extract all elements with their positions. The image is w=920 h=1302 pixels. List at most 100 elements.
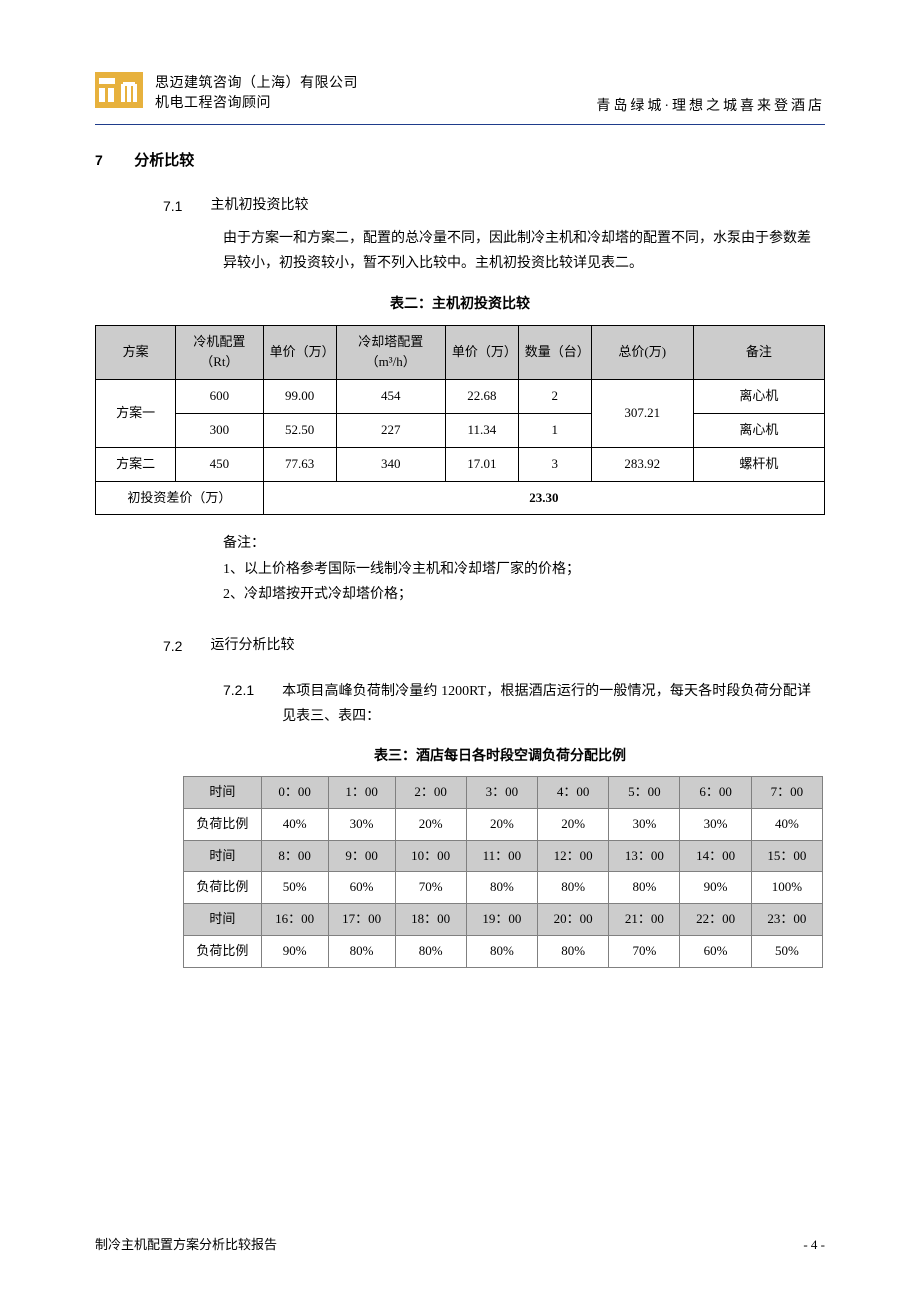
page-header: 思迈建筑咨询（上海）有限公司 机电工程咨询顾问 青岛绿城·理想之城喜来登酒店 xyxy=(95,72,825,118)
cell: 52.50 xyxy=(263,413,336,447)
load-cell: 40% xyxy=(751,808,822,840)
load-cell: 80% xyxy=(538,936,609,968)
time-cell: 20：00 xyxy=(538,904,609,936)
time-cell: 1：00 xyxy=(328,777,395,809)
time-cell: 6：00 xyxy=(680,777,751,809)
footer-right: - 4 - xyxy=(803,1235,825,1256)
time-cell: 23：00 xyxy=(751,904,822,936)
load-cell: 90% xyxy=(680,872,751,904)
col-tunit: 单价（万） xyxy=(445,325,518,380)
table3-caption: 表三：酒店每日各时段空调负荷分配比例 xyxy=(175,746,825,768)
notes-head: 备注： xyxy=(223,531,811,556)
table2-notes: 备注： 1、以上价格参考国际一线制冷主机和冷却塔厂家的价格； 2、冷却塔按开式冷… xyxy=(223,531,811,607)
table2-header-row: 方案 冷机配置（Rt） 单价（万） 冷却塔配置（m³/h） 单价（万） 数量（台… xyxy=(96,325,825,380)
cell: 300 xyxy=(176,413,263,447)
cell: 600 xyxy=(176,380,263,414)
time-cell: 14：00 xyxy=(680,840,751,872)
page-footer: 制冷主机配置方案分析比较报告 - 4 - xyxy=(95,1235,825,1256)
load-cell: 30% xyxy=(328,808,395,840)
load-cell: 100% xyxy=(751,872,822,904)
table3-time-row: 时间0：001：002：003：004：005：006：007：00 xyxy=(184,777,823,809)
table2-row-plan2: 方案二 450 77.63 340 17.01 3 283.92 螺杆机 xyxy=(96,447,825,481)
subsection-7-2-heading: 7.2 运行分析比较 xyxy=(163,635,825,657)
load-cell: 20% xyxy=(395,808,466,840)
cell: 450 xyxy=(176,447,263,481)
load-cell: 80% xyxy=(328,936,395,968)
load-cell: 80% xyxy=(609,872,680,904)
project-name: 青岛绿城·理想之城喜来登酒店 xyxy=(596,96,825,118)
table2-row-plan1a: 方案一 600 99.00 454 22.68 2 307.21 离心机 xyxy=(96,380,825,414)
row-label-load: 负荷比例 xyxy=(184,872,262,904)
cell: 离心机 xyxy=(693,413,824,447)
cell: 1 xyxy=(518,413,591,447)
table3-load-row: 负荷比例50%60%70%80%80%80%90%100% xyxy=(184,872,823,904)
cell: 99.00 xyxy=(263,380,336,414)
time-cell: 16：00 xyxy=(261,904,328,936)
subsection-number: 7.2 xyxy=(163,635,182,657)
cell: 283.92 xyxy=(591,447,693,481)
load-cell: 20% xyxy=(538,808,609,840)
col-tower: 冷却塔配置（m³/h） xyxy=(336,325,445,380)
col-qty: 数量（台） xyxy=(518,325,591,380)
table2: 方案 冷机配置（Rt） 单价（万） 冷却塔配置（m³/h） 单价（万） 数量（台… xyxy=(95,325,825,516)
subsection-title: 主机初投资比较 xyxy=(210,195,308,217)
load-cell: 70% xyxy=(395,872,466,904)
cell: 77.63 xyxy=(263,447,336,481)
time-cell: 9：00 xyxy=(328,840,395,872)
cell: 340 xyxy=(336,447,445,481)
load-cell: 50% xyxy=(751,936,822,968)
time-cell: 0：00 xyxy=(261,777,328,809)
col-plan: 方案 xyxy=(96,325,176,380)
row-label-load: 负荷比例 xyxy=(184,808,262,840)
time-cell: 12：00 xyxy=(538,840,609,872)
cell: 离心机 xyxy=(693,380,824,414)
time-cell: 4：00 xyxy=(538,777,609,809)
subsection-7-1-body: 由于方案一和方案二，配置的总冷量不同，因此制冷主机和冷却塔的配置不同，水泵由于参… xyxy=(223,226,811,276)
load-cell: 60% xyxy=(328,872,395,904)
load-cell: 40% xyxy=(261,808,328,840)
footer-left: 制冷主机配置方案分析比较报告 xyxy=(95,1235,277,1256)
row-label-time: 时间 xyxy=(184,904,262,936)
subsubsection-number: 7.2.1 xyxy=(223,679,254,729)
load-cell: 80% xyxy=(395,936,466,968)
company-line-1: 思迈建筑咨询（上海）有限公司 xyxy=(155,74,358,94)
cell-diff-value: 23.30 xyxy=(263,481,824,515)
cell: 22.68 xyxy=(445,380,518,414)
row-label-load: 负荷比例 xyxy=(184,936,262,968)
time-cell: 8：00 xyxy=(261,840,328,872)
cell: 螺杆机 xyxy=(693,447,824,481)
load-cell: 70% xyxy=(609,936,680,968)
subsection-title: 运行分析比较 xyxy=(210,635,294,657)
table3: 时间0：001：002：003：004：005：006：007：00负荷比例40… xyxy=(183,776,823,968)
time-cell: 10：00 xyxy=(395,840,466,872)
load-cell: 90% xyxy=(261,936,328,968)
time-cell: 7：00 xyxy=(751,777,822,809)
time-cell: 11：00 xyxy=(466,840,537,872)
subsection-7-1-heading: 7.1 主机初投资比较 xyxy=(163,195,825,217)
header-divider xyxy=(95,124,825,125)
load-cell: 30% xyxy=(609,808,680,840)
col-remark: 备注 xyxy=(693,325,824,380)
time-cell: 21：00 xyxy=(609,904,680,936)
time-cell: 18：00 xyxy=(395,904,466,936)
subsubsection-7-2-1: 7.2.1 本项目高峰负荷制冷量约 1200RT，根据酒店运行的一般情况，每天各… xyxy=(223,679,811,729)
cell-plan2: 方案二 xyxy=(96,447,176,481)
table2-row-diff: 初投资差价（万） 23.30 xyxy=(96,481,825,515)
time-cell: 22：00 xyxy=(680,904,751,936)
table3-load-row: 负荷比例40%30%20%20%20%30%30%40% xyxy=(184,808,823,840)
table3-time-row: 时间8：009：0010：0011：0012：0013：0014：0015：00 xyxy=(184,840,823,872)
table2-caption: 表二：主机初投资比较 xyxy=(95,294,825,316)
cell-plan1-total: 307.21 xyxy=(591,380,693,448)
load-cell: 80% xyxy=(466,872,537,904)
company-line-2: 机电工程咨询顾问 xyxy=(155,94,358,114)
section-number: 7 xyxy=(95,152,103,168)
cell: 454 xyxy=(336,380,445,414)
time-cell: 5：00 xyxy=(609,777,680,809)
time-cell: 13：00 xyxy=(609,840,680,872)
col-unit: 单价（万） xyxy=(263,325,336,380)
cell: 227 xyxy=(336,413,445,447)
section-title: 分析比较 xyxy=(134,153,194,169)
subsubsection-body: 本项目高峰负荷制冷量约 1200RT，根据酒店运行的一般情况，每天各时段负荷分配… xyxy=(282,679,811,729)
row-label-time: 时间 xyxy=(184,777,262,809)
load-cell: 30% xyxy=(680,808,751,840)
